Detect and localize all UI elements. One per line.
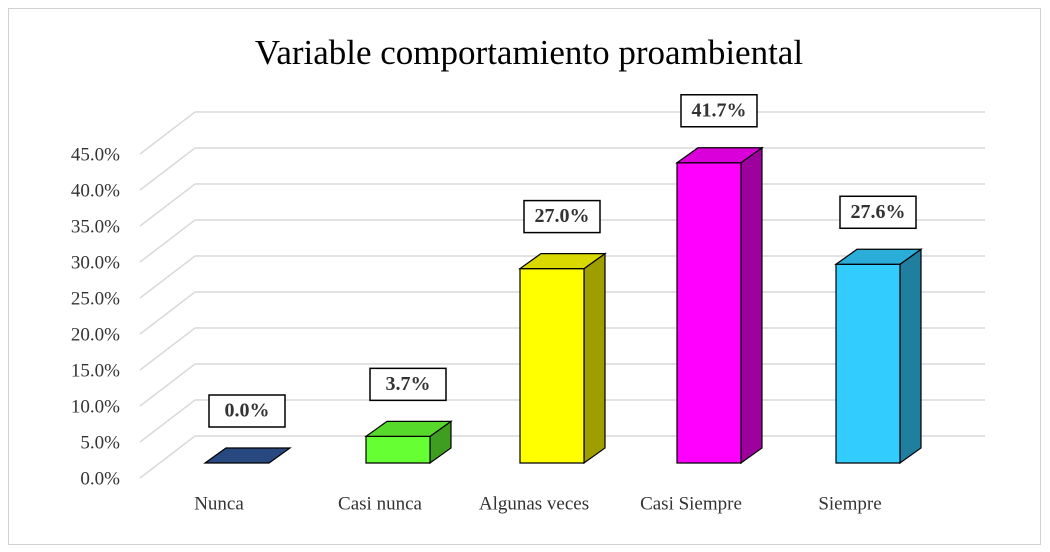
value-label: 0.0% (225, 400, 270, 422)
x-tick-label: Casi Siempre (640, 493, 742, 514)
value-label: 41.7% (692, 99, 747, 121)
bar-front (519, 268, 585, 464)
y-tick-label: 5.0% (80, 432, 120, 453)
y-tick-label: 10.0% (71, 396, 120, 417)
bar (518, 252, 607, 465)
y-tick-label: 35.0% (71, 216, 120, 237)
bar-front (676, 162, 742, 464)
value-label: 27.6% (851, 201, 906, 223)
bar-front (835, 263, 901, 464)
x-tick-label: Algunas veces (479, 493, 589, 514)
y-tick-label: 25.0% (71, 288, 120, 309)
value-label-box (369, 367, 447, 402)
value-label-box (208, 394, 286, 428)
y-tick-label: 30.0% (71, 252, 120, 273)
value-label: 27.0% (535, 205, 590, 227)
bar-top (518, 253, 607, 270)
x-tick-label: Casi nunca (338, 493, 422, 514)
y-tick-label: 0.0% (80, 468, 120, 489)
value-label: 3.7% (386, 373, 431, 395)
value-label-box (523, 199, 601, 234)
bar (203, 447, 292, 464)
y-tick-label: 45.0% (71, 144, 120, 165)
bar-top (203, 447, 292, 464)
value-label-box (839, 195, 917, 230)
chart-title: Variable comportamiento proambiental (255, 33, 803, 72)
bar-top (675, 147, 764, 164)
bar (675, 146, 764, 465)
bar-side (583, 252, 606, 465)
bar (364, 420, 453, 465)
value-label-box (680, 94, 758, 128)
y-tick-label: 15.0% (71, 360, 120, 381)
y-tick-label: 40.0% (71, 180, 120, 201)
x-tick-label: Nunca (194, 493, 244, 514)
bar (834, 248, 923, 465)
y-tick-label: 20.0% (71, 324, 120, 345)
bar-front (365, 435, 431, 464)
bar-top (364, 420, 453, 437)
x-tick-label: Siempre (818, 493, 881, 514)
bar-side (899, 248, 922, 465)
bar-side (740, 146, 763, 465)
bar-top (834, 248, 923, 265)
